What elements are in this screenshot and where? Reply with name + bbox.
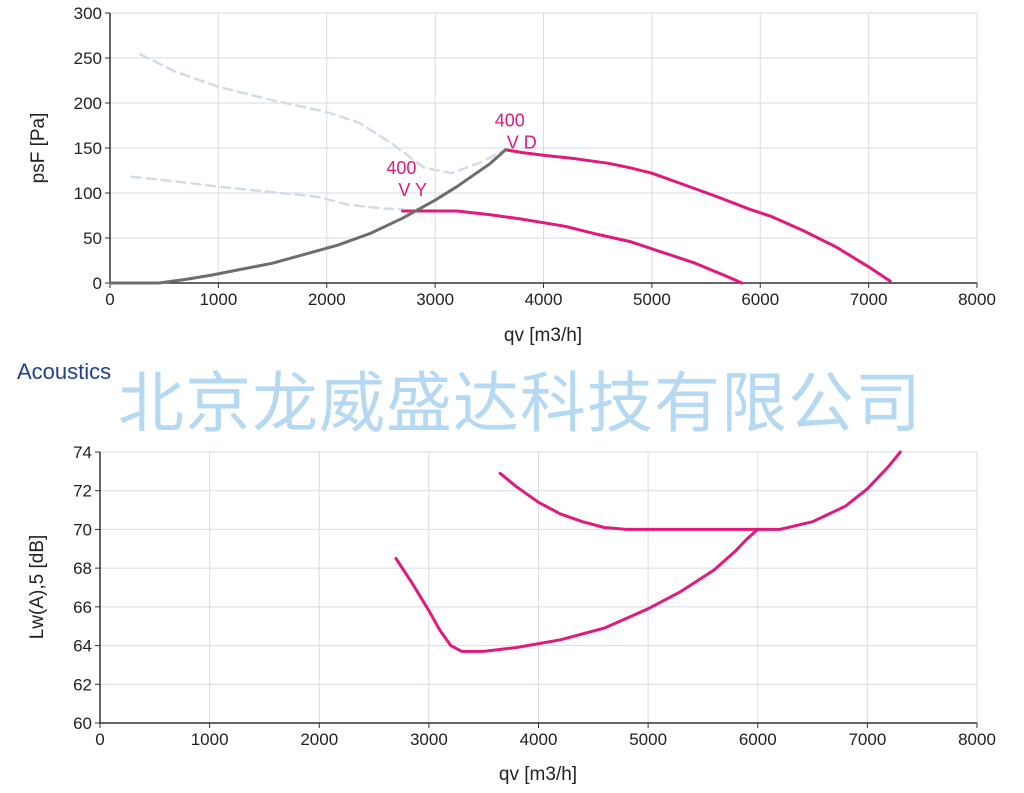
pressure-x-tick-label: 8000 (958, 290, 996, 309)
acoustics-y-tick-label: 60 (73, 714, 92, 733)
acoustics-grid (100, 451, 978, 723)
acoustics-y-tick-label: 62 (73, 675, 92, 694)
acoustics-x-tick-label: 6000 (739, 730, 777, 749)
acoustics-y-axis-label: Lw(A),5 [dB] (27, 535, 48, 640)
acoustics-sound-curve-vy-line (394, 527, 760, 653)
pressure-x-tick-label: 2000 (308, 290, 346, 309)
pressure-series (108, 53, 892, 285)
pressure-dashed-curve-upper-line (139, 53, 507, 175)
pressure-system-curve-line (108, 148, 508, 285)
acoustics-x-tick-label: 0 (95, 730, 104, 749)
pressure-y-tick-label: 0 (93, 274, 102, 293)
acoustics-y-tick-label: 68 (73, 559, 92, 578)
pressure-y-tick-label: 150 (74, 139, 102, 158)
pressure-x-tick-label: 4000 (525, 290, 563, 309)
pressure-ticks: 0 1000 2000 3000 4000 5000 6000 7000 8000 0 50 100 1… (74, 4, 996, 309)
acoustics-y-tick-label: 72 (73, 482, 92, 501)
acoustics-ticks: 0 1000 2000 3000 4000 5000 6000 7000 8000 60 62 64 6… (73, 443, 996, 749)
pressure-x-axis-label: qv [m3/h] (504, 325, 582, 346)
acoustics-x-tick-label: 3000 (410, 730, 448, 749)
pressure-x-tick-label: 5000 (633, 290, 671, 309)
acoustics-series (394, 450, 902, 653)
pressure-y-tick-label: 300 (74, 4, 102, 23)
acoustics-sound-curve-vd-line (498, 450, 902, 531)
acoustics-y-tick-label: 70 (73, 520, 92, 539)
acoustics-section-title: Acoustics (17, 359, 112, 384)
pressure-x-tick-label: 6000 (741, 290, 779, 309)
pressure-x-tick-label: 7000 (850, 290, 888, 309)
acoustics-y-tick-label: 64 (73, 637, 92, 656)
acoustics-chart: 0 1000 2000 3000 4000 5000 6000 7000 8000 60 62 64 6… (27, 443, 996, 785)
acoustics-x-axis-label: qv [m3/h] (499, 764, 577, 785)
pressure-y-tick-label: 100 (74, 184, 102, 203)
acoustics-x-tick-label: 4000 (520, 730, 558, 749)
acoustics-x-tick-label: 2000 (300, 730, 338, 749)
acoustics-x-tick-label: 8000 (958, 730, 996, 749)
pressure-fan-curve-vd-line (504, 148, 892, 283)
pressure-y-tick-label: 50 (83, 229, 102, 248)
pressure-chart: 0 1000 2000 3000 4000 5000 6000 7000 8000 0 50 100 1… (28, 4, 996, 346)
company-watermark: 北京龙威盛达科技有限公司 (118, 365, 922, 442)
curve-label-vd: 400 (495, 110, 525, 130)
acoustics-x-tick-label: 5000 (629, 730, 667, 749)
acoustics-y-tick-label: 74 (73, 443, 92, 462)
pressure-grid (110, 12, 978, 283)
pressure-y-tick-label: 200 (74, 94, 102, 113)
pressure-y-tick-label: 250 (74, 49, 102, 68)
acoustics-x-tick-label: 1000 (191, 730, 229, 749)
curve-label-vd: V D (507, 132, 537, 152)
curve-label-vy: 400 (386, 158, 416, 178)
curve-label-vy: V Y (398, 180, 427, 200)
pressure-dashed-curve-lower-line (130, 175, 404, 211)
pressure-fan-curve-vy-line (401, 209, 744, 285)
acoustics-y-tick-label: 66 (73, 598, 92, 617)
pressure-y-axis-label: psF [Pa] (28, 113, 49, 184)
pressure-x-tick-label: 1000 (199, 290, 237, 309)
pressure-x-tick-label: 3000 (416, 290, 454, 309)
pressure-x-tick-label: 0 (105, 290, 114, 309)
acoustics-x-tick-label: 7000 (848, 730, 886, 749)
